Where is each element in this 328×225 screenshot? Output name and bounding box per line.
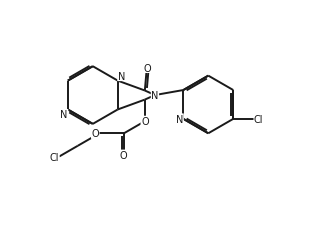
Text: N: N (151, 91, 159, 101)
Text: O: O (141, 117, 149, 127)
Text: O: O (143, 63, 151, 73)
Text: Cl: Cl (254, 114, 263, 124)
Text: N: N (176, 114, 183, 124)
Text: O: O (120, 151, 127, 160)
Text: O: O (92, 129, 99, 139)
Text: Cl: Cl (50, 152, 59, 162)
Text: N: N (118, 71, 125, 81)
Text: N: N (60, 110, 68, 120)
